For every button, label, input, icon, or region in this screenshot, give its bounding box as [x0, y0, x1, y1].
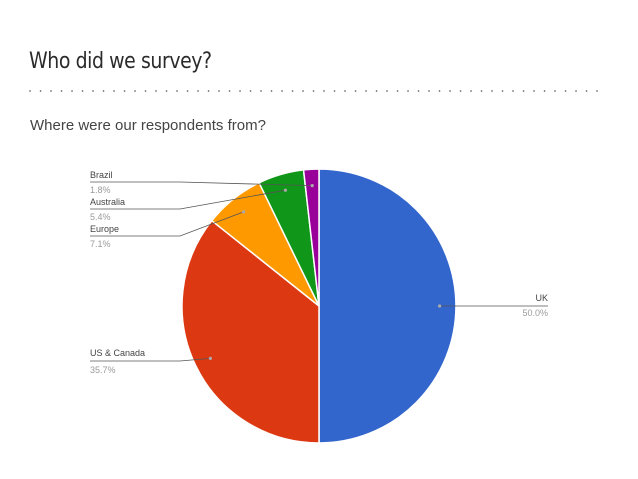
slice-value-brazil: 1.8%	[90, 185, 111, 195]
slice-value-us-canada: 35.7%	[90, 365, 116, 375]
leader-dot-us-canada	[208, 356, 212, 360]
leader-line-us-canada	[90, 358, 211, 362]
pie-slice-us-canada	[181, 219, 320, 444]
leader-dot-brazil	[310, 184, 314, 188]
slice-label-europe: Europe	[90, 224, 119, 234]
leader-dot-uk	[438, 304, 442, 308]
pie-slice-brazil	[302, 168, 320, 307]
slice-label-brazil: Brazil	[90, 170, 113, 180]
leader-line-brazil	[90, 181, 313, 186]
leader-line-europe	[90, 211, 244, 237]
slide-title: Who did we survey?	[29, 49, 212, 74]
slice-value-uk: 50.0%	[522, 308, 548, 318]
slice-label-us-canada: US & Canada	[90, 348, 145, 358]
leader-line-australia	[90, 189, 286, 210]
leader-dot-australia	[283, 188, 287, 192]
slice-label-uk: UK	[535, 293, 548, 303]
slide-subtitle: Where were our respondents from?	[30, 117, 266, 134]
pie-slice-uk	[318, 168, 457, 444]
leader-dot-europe	[242, 210, 246, 214]
slice-value-australia: 5.4%	[90, 212, 111, 222]
slice-value-europe: 7.1%	[90, 239, 111, 249]
slice-label-australia: Australia	[90, 197, 125, 207]
